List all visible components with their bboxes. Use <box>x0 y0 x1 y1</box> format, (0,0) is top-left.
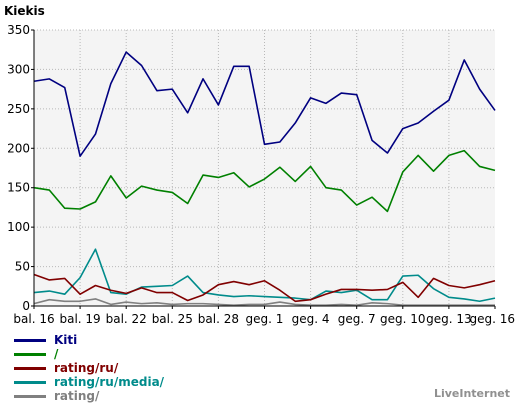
y-tick-label: 100 <box>7 220 30 234</box>
y-tick-label: 150 <box>7 181 30 195</box>
x-tick-label: bal. 19 <box>59 312 100 326</box>
x-tick-labels: bal. 16 bal. 19 bal. 22 bal. 25 bal. 28 geg. … <box>13 306 515 326</box>
series-line-rating-ru-media <box>33 248 496 303</box>
series-line-root <box>33 149 496 213</box>
legend-swatch-root <box>14 353 46 356</box>
y-axis-label: Kiekis <box>4 4 45 18</box>
y-tick-label: 0 <box>22 299 30 313</box>
legend-swatch-rating-ru-media <box>14 381 46 384</box>
grid-lines <box>34 29 495 306</box>
legend-label-rating-ru-media: rating/ru/media/ <box>54 375 165 389</box>
legend-swatch-rating <box>14 395 46 398</box>
legend-label-rating: rating/ <box>54 389 100 403</box>
y-tick-label: 50 <box>15 260 30 274</box>
series-line-kiti <box>33 51 496 157</box>
y-tick-labels: 0 50 100 150 200 250 300 350 <box>7 23 34 313</box>
x-tick-label: bal. 25 <box>152 312 193 326</box>
x-tick-label: geg. 16 <box>469 312 515 326</box>
y-tick-label: 250 <box>7 102 30 116</box>
series-line-rating <box>33 298 495 307</box>
legend-swatch-rating-ru <box>14 367 46 370</box>
x-tick-label: bal. 22 <box>106 312 147 326</box>
y-tick-label: 300 <box>7 62 30 76</box>
y-tick-label: 200 <box>7 141 30 155</box>
liveinternet-brand: LiveInternet <box>433 387 510 400</box>
legend-label-kiti: Kiti <box>54 333 78 347</box>
legend-label-rating-ru: rating/ru/ <box>54 361 119 375</box>
x-tick-label: geg. 13 <box>426 312 472 326</box>
x-tick-label: geg. 10 <box>380 312 426 326</box>
legend-label-root: / <box>54 347 59 361</box>
x-tick-label: bal. 28 <box>198 312 239 326</box>
x-tick-label: geg. 7 <box>338 312 376 326</box>
series-line-rating-ru <box>33 273 496 303</box>
y-tick-label: 350 <box>7 23 30 37</box>
x-tick-label: geg. 1 <box>246 312 284 326</box>
x-tick-label: bal. 16 <box>13 312 54 326</box>
legend-swatch-kiti <box>14 339 46 342</box>
series-lines <box>33 51 496 307</box>
x-tick-label: geg. 4 <box>292 312 330 326</box>
